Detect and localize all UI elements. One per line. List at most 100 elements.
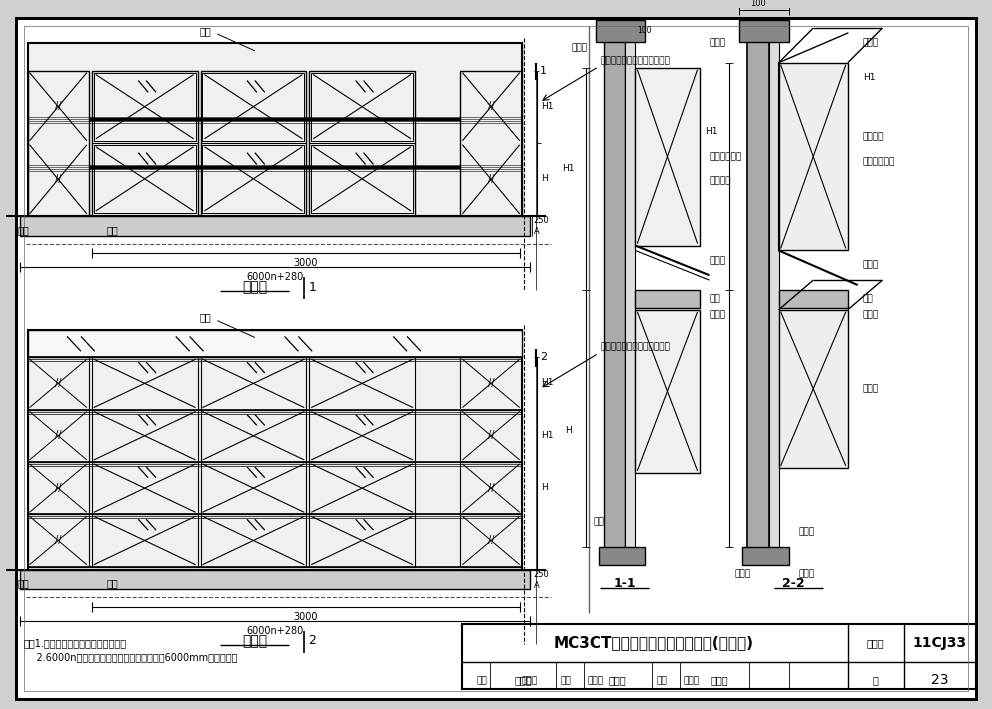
Bar	[202, 145, 305, 213]
Bar	[599, 547, 645, 565]
Bar	[28, 43, 522, 216]
Bar	[311, 145, 413, 213]
Text: 校對: 校對	[560, 676, 571, 685]
Text: 1-1: 1-1	[613, 577, 636, 590]
Text: 窗下擋: 窗下擋	[863, 384, 879, 393]
Text: 23: 23	[930, 674, 948, 687]
Bar	[635, 310, 699, 473]
Text: 天窗: 天窗	[199, 26, 211, 36]
Text: 窗中擋: 窗中擋	[709, 311, 725, 319]
Text: //: //	[55, 174, 62, 184]
Bar	[460, 357, 522, 410]
Text: //: //	[55, 101, 62, 111]
Text: MC3CT圓拱型電動采光排煙天窗(側開式): MC3CT圓拱型電動采光排煙天窗(側開式)	[554, 635, 753, 650]
Bar	[94, 72, 195, 141]
Text: 立面圖: 立面圖	[242, 634, 268, 648]
Text: //: //	[488, 378, 494, 388]
Bar	[635, 67, 699, 245]
Bar	[202, 72, 305, 141]
Text: 閆咏春: 閆咏春	[609, 676, 626, 686]
Bar	[779, 310, 848, 468]
Text: 窗下擋: 窗下擋	[799, 527, 814, 537]
Text: 天窗: 天窗	[199, 313, 211, 323]
Text: 2: 2	[540, 352, 547, 362]
Bar	[739, 21, 789, 42]
Text: //: //	[55, 430, 62, 440]
Text: 閆曉春: 閆曉春	[588, 676, 604, 685]
Bar	[310, 410, 415, 462]
Bar	[28, 43, 522, 71]
Bar	[769, 38, 779, 562]
Text: 王租光: 王租光	[522, 676, 538, 685]
Text: 屋面: 屋面	[18, 225, 30, 235]
Text: 1: 1	[309, 281, 316, 294]
Text: 窗下擋: 窗下擋	[734, 569, 750, 578]
Text: 窗扇開啟數量可根據需要調整: 窗扇開啟數量可根據需要調整	[601, 56, 671, 65]
Text: 窗扇開啟數量可根據需要調整: 窗扇開啟數量可根據需要調整	[601, 343, 671, 352]
Text: H1: H1	[863, 73, 875, 82]
Text: 3000: 3000	[293, 612, 317, 622]
Bar	[310, 514, 415, 566]
Text: 基座: 基座	[107, 579, 118, 588]
Bar	[28, 462, 89, 514]
Text: 窗扇啟閉機構: 窗扇啟閉機構	[709, 152, 742, 161]
Bar	[200, 462, 307, 514]
Bar	[28, 410, 89, 462]
Text: 骨架: 骨架	[709, 294, 720, 303]
Bar	[200, 71, 307, 216]
Text: 設計: 設計	[656, 676, 667, 685]
Text: 2.6000n表示天窗洞口長度，即洞口長度是6000mm的整數倍。: 2.6000n表示天窗洞口長度，即洞口長度是6000mm的整數倍。	[24, 652, 237, 661]
Text: 6000n+280: 6000n+280	[246, 626, 304, 636]
Bar	[596, 21, 645, 42]
Bar	[200, 514, 307, 566]
Text: 立面圖: 立面圖	[242, 280, 268, 294]
Text: 窗扇啟閉機構: 窗扇啟閉機構	[863, 157, 895, 166]
Bar	[742, 547, 789, 565]
Bar	[20, 216, 530, 235]
Bar	[200, 410, 307, 462]
Text: 窗下擋: 窗下擋	[799, 569, 814, 578]
Text: 2-2: 2-2	[782, 577, 805, 590]
Bar	[28, 71, 89, 216]
Bar	[462, 624, 976, 689]
Text: H1: H1	[542, 379, 554, 387]
Text: 250: 250	[534, 570, 550, 579]
Bar	[94, 145, 195, 213]
Bar	[200, 357, 307, 410]
Text: H: H	[542, 483, 549, 492]
Bar	[310, 71, 415, 216]
Text: 11CJ33: 11CJ33	[913, 636, 967, 649]
Text: 泛水板: 泛水板	[863, 261, 879, 270]
Text: 審核: 審核	[476, 676, 487, 685]
Text: 屋面: 屋面	[18, 579, 30, 588]
Text: 頁: 頁	[873, 676, 878, 686]
Text: A: A	[534, 581, 540, 590]
Bar	[460, 71, 522, 216]
Text: H1: H1	[542, 431, 554, 440]
Text: 窗上擋: 窗上擋	[571, 43, 587, 52]
Bar	[460, 462, 522, 514]
Text: //: //	[488, 535, 494, 545]
Bar	[460, 410, 522, 462]
Bar	[92, 357, 197, 410]
Text: 圖集號: 圖集號	[867, 638, 884, 648]
Text: 100: 100	[750, 0, 766, 8]
Text: 窗上擋: 窗上擋	[863, 38, 879, 48]
Text: H: H	[564, 426, 571, 435]
Bar	[310, 357, 415, 410]
Text: //: //	[488, 101, 494, 111]
Text: H1: H1	[705, 128, 717, 136]
Text: 基座: 基座	[107, 225, 118, 235]
Bar	[311, 72, 413, 141]
Text: 王　喆: 王 喆	[683, 676, 700, 685]
Text: 骨架: 骨架	[594, 518, 604, 527]
Bar	[92, 514, 197, 566]
Text: H1: H1	[542, 101, 554, 111]
Text: 250: 250	[534, 216, 550, 225]
Text: H: H	[542, 174, 549, 183]
Text: 兩扇開啟: 兩扇開啟	[863, 133, 884, 141]
Text: //: //	[488, 174, 494, 184]
Text: H1: H1	[561, 164, 574, 173]
Bar	[604, 38, 626, 562]
Bar	[635, 290, 699, 308]
